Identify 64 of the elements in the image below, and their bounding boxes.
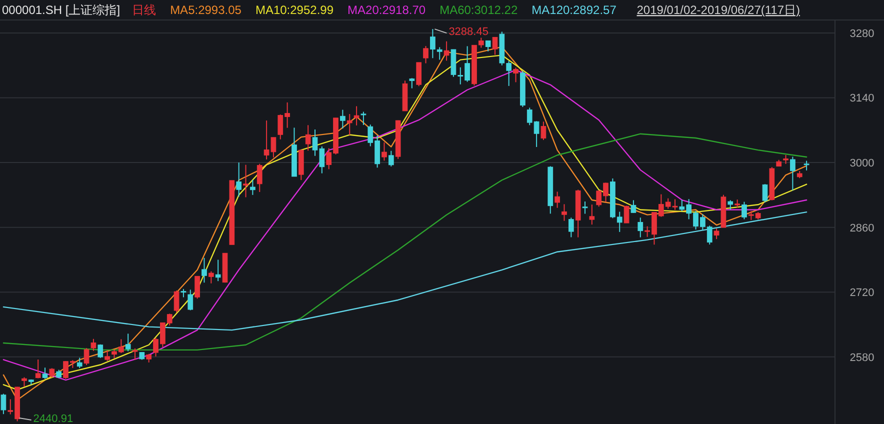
candlestick xyxy=(42,367,48,380)
candlestick xyxy=(202,257,207,284)
y-tick-label: 3280 xyxy=(850,28,874,40)
candlestick xyxy=(215,259,221,282)
y-tick-label: 2720 xyxy=(850,287,874,300)
candlestick xyxy=(174,290,180,314)
y-tick-label: 2860 xyxy=(850,222,874,234)
candlestick xyxy=(388,150,394,167)
candlestick xyxy=(104,350,110,362)
y-tick-label: 3000 xyxy=(850,158,874,170)
candlestick xyxy=(562,204,567,222)
candlestick xyxy=(728,200,734,210)
candlestick xyxy=(589,204,595,226)
candlestick xyxy=(22,376,27,388)
annotation: 2440.91 xyxy=(33,413,74,424)
annotation: 3288.45 xyxy=(448,26,488,38)
candlestick xyxy=(354,106,360,126)
candlestick xyxy=(638,217,644,238)
candlestick xyxy=(762,184,768,203)
candlestick xyxy=(582,200,588,214)
candlestick xyxy=(714,228,720,240)
candlestick xyxy=(132,348,138,360)
candlestick xyxy=(340,109,346,130)
candlestick xyxy=(742,201,747,220)
candlestick xyxy=(256,163,262,193)
candlestick xyxy=(305,124,311,152)
candlestick xyxy=(208,270,214,284)
y-tick-label: 3140 xyxy=(850,92,874,105)
candlestick xyxy=(382,142,387,162)
candlestick xyxy=(423,46,428,64)
candlestick xyxy=(346,114,352,136)
y-tick-label: 2580 xyxy=(850,352,874,364)
candlestick xyxy=(630,200,636,214)
candlestick xyxy=(416,62,422,87)
candlestick xyxy=(243,164,248,198)
candlestick xyxy=(485,40,491,52)
candlestick xyxy=(76,357,82,369)
candlestick xyxy=(0,393,6,415)
candlestick xyxy=(804,160,810,171)
candlestick xyxy=(194,276,200,300)
candlestick xyxy=(188,289,194,311)
candlestick xyxy=(568,217,574,238)
candlestick xyxy=(84,348,90,366)
candlestick xyxy=(436,46,442,60)
candlestick xyxy=(250,179,256,196)
candlestick xyxy=(540,121,546,140)
text: 2019/01/02-2019/06/27(117日) xyxy=(636,3,800,17)
candlestick xyxy=(98,344,104,358)
candlestick xyxy=(125,333,131,352)
candlestick xyxy=(360,111,366,126)
candlestick xyxy=(624,205,630,224)
candlestick xyxy=(513,67,518,83)
candlestick xyxy=(236,162,242,198)
chart-title: 000001.SH [上证综指] xyxy=(2,3,120,17)
candlestick xyxy=(444,40,450,62)
candlestick xyxy=(409,78,415,89)
candlestick xyxy=(90,338,96,352)
candlestick xyxy=(554,191,560,208)
candlestick xyxy=(430,28,436,59)
candlestick xyxy=(35,358,41,379)
candlestick xyxy=(790,156,796,191)
candlestick xyxy=(49,368,55,378)
candlestick xyxy=(492,36,498,56)
legend: 日线 MA5:2993.05 MA10:2952.99 MA20:2918.70 MA60:3012.22 MA120:2892.57 xyxy=(132,3,616,17)
